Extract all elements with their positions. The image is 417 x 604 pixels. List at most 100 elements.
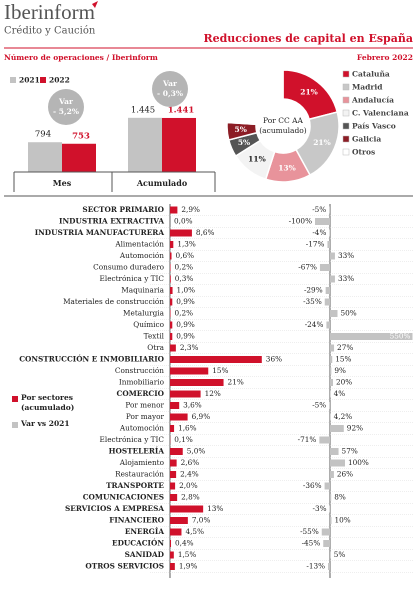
value-label: 100% xyxy=(348,458,369,467)
value-label: 5% xyxy=(334,550,346,559)
slice-label: 5% xyxy=(238,138,250,147)
value-label: 794 xyxy=(35,130,51,140)
value-label: -5% xyxy=(312,401,326,410)
bar xyxy=(170,529,181,536)
category-label: Textil xyxy=(144,332,165,341)
bar xyxy=(319,437,330,444)
legend-label: C. Valenciana xyxy=(352,109,409,118)
category-label: Consumo duradero xyxy=(93,263,164,272)
bar xyxy=(162,118,196,172)
value-label: 15% xyxy=(335,355,351,364)
bar xyxy=(330,253,335,260)
category-label: HOSTELERÍA xyxy=(109,447,165,456)
category-label: COMUNICACIONES xyxy=(83,493,164,502)
bar xyxy=(170,241,173,248)
value-label: 0,9% xyxy=(176,297,195,306)
category-label: CONSTRUCCIÓN E INMOBILIARIO xyxy=(19,355,164,364)
bar xyxy=(329,207,330,214)
legend-swatch xyxy=(12,396,18,402)
value-label: 8% xyxy=(334,493,346,502)
category-label: COMERCIO xyxy=(117,389,165,398)
value-label: 2,8% xyxy=(181,493,200,502)
category-label: SANIDAD xyxy=(125,550,165,559)
value-label: 9% xyxy=(334,366,346,375)
value-label: 550% xyxy=(390,332,411,341)
value-label: 50% xyxy=(341,309,357,318)
value-label: -35% xyxy=(303,297,322,306)
logo-subtitle: Crédito y Caución xyxy=(4,26,96,37)
bar xyxy=(170,425,174,432)
value-label: 12% xyxy=(205,389,221,398)
bar xyxy=(325,299,330,306)
value-label: 0,1% xyxy=(174,435,193,444)
category-label: FINANCIERO xyxy=(109,516,164,525)
value-label: 1,0% xyxy=(177,286,196,295)
bar xyxy=(170,517,188,524)
legend-label: 2022 xyxy=(49,76,70,85)
value-label: 2,3% xyxy=(180,343,199,352)
category-label: TRANSPORTE xyxy=(106,481,164,490)
value-label: -24% xyxy=(305,320,324,329)
bar xyxy=(170,552,174,559)
category-label: OTROS SERVICIOS xyxy=(85,562,164,571)
value-label: 8,6% xyxy=(196,228,215,237)
center-label: (acumulado) xyxy=(259,126,307,135)
category-label: ENERGÍA xyxy=(125,527,165,536)
value-label: -45% xyxy=(302,539,321,548)
bar xyxy=(330,414,331,421)
value-label: 26% xyxy=(337,470,353,479)
value-label: 1,5% xyxy=(178,550,197,559)
annotation-text: - 5,2% xyxy=(53,107,79,116)
bar xyxy=(326,322,330,329)
bar xyxy=(170,483,175,490)
bar xyxy=(327,241,330,248)
value-label: 0,9% xyxy=(176,320,195,329)
category-label: Metalurgia xyxy=(123,309,165,318)
legend-swatch xyxy=(40,77,46,83)
legend-label: 2021 xyxy=(19,76,40,85)
legend-label: Cataluña xyxy=(352,70,390,79)
value-label: 753 xyxy=(72,131,90,141)
value-label: 0,4% xyxy=(175,539,194,548)
value-label: 0,3% xyxy=(175,274,194,283)
category-label: Alimentación xyxy=(114,240,164,249)
bar xyxy=(330,425,344,432)
category-label: Electrónica y TIC xyxy=(100,274,165,283)
value-label: -29% xyxy=(304,286,323,295)
legend-swatch xyxy=(343,97,349,103)
bar xyxy=(330,448,339,455)
bar xyxy=(330,276,335,283)
legend-label: Madrid xyxy=(352,83,383,92)
bar xyxy=(170,402,179,409)
bar xyxy=(330,368,331,375)
bar xyxy=(330,310,338,317)
bar xyxy=(170,448,183,455)
legend-label: País Vasco xyxy=(352,122,396,131)
bar xyxy=(170,287,173,294)
bar xyxy=(170,310,171,317)
value-label: 10% xyxy=(335,516,351,525)
bar xyxy=(170,379,224,386)
value-label: 0,2% xyxy=(175,263,194,272)
slice-label: 13% xyxy=(278,163,296,172)
legend-label: Otros xyxy=(352,148,375,157)
value-label: 2,6% xyxy=(181,458,200,467)
category-label: SERVICIOS A EMPRESA xyxy=(65,504,164,513)
value-label: 36% xyxy=(266,355,282,364)
legend-swatch xyxy=(343,149,349,155)
legend-swatch xyxy=(343,110,349,116)
value-label: 4,5% xyxy=(185,527,204,536)
bar xyxy=(28,142,62,172)
value-label: 1,3% xyxy=(177,240,196,249)
legend-label: Andalucía xyxy=(351,96,394,105)
value-label: -3% xyxy=(313,504,327,513)
bar xyxy=(330,391,331,398)
bar xyxy=(170,322,172,329)
legend-swatch xyxy=(12,422,18,428)
value-label: -100% xyxy=(289,217,312,226)
bar xyxy=(329,230,330,237)
slice-label: 21% xyxy=(313,138,331,147)
legend-swatch xyxy=(343,71,349,77)
bar xyxy=(170,414,188,421)
bar xyxy=(330,356,332,363)
